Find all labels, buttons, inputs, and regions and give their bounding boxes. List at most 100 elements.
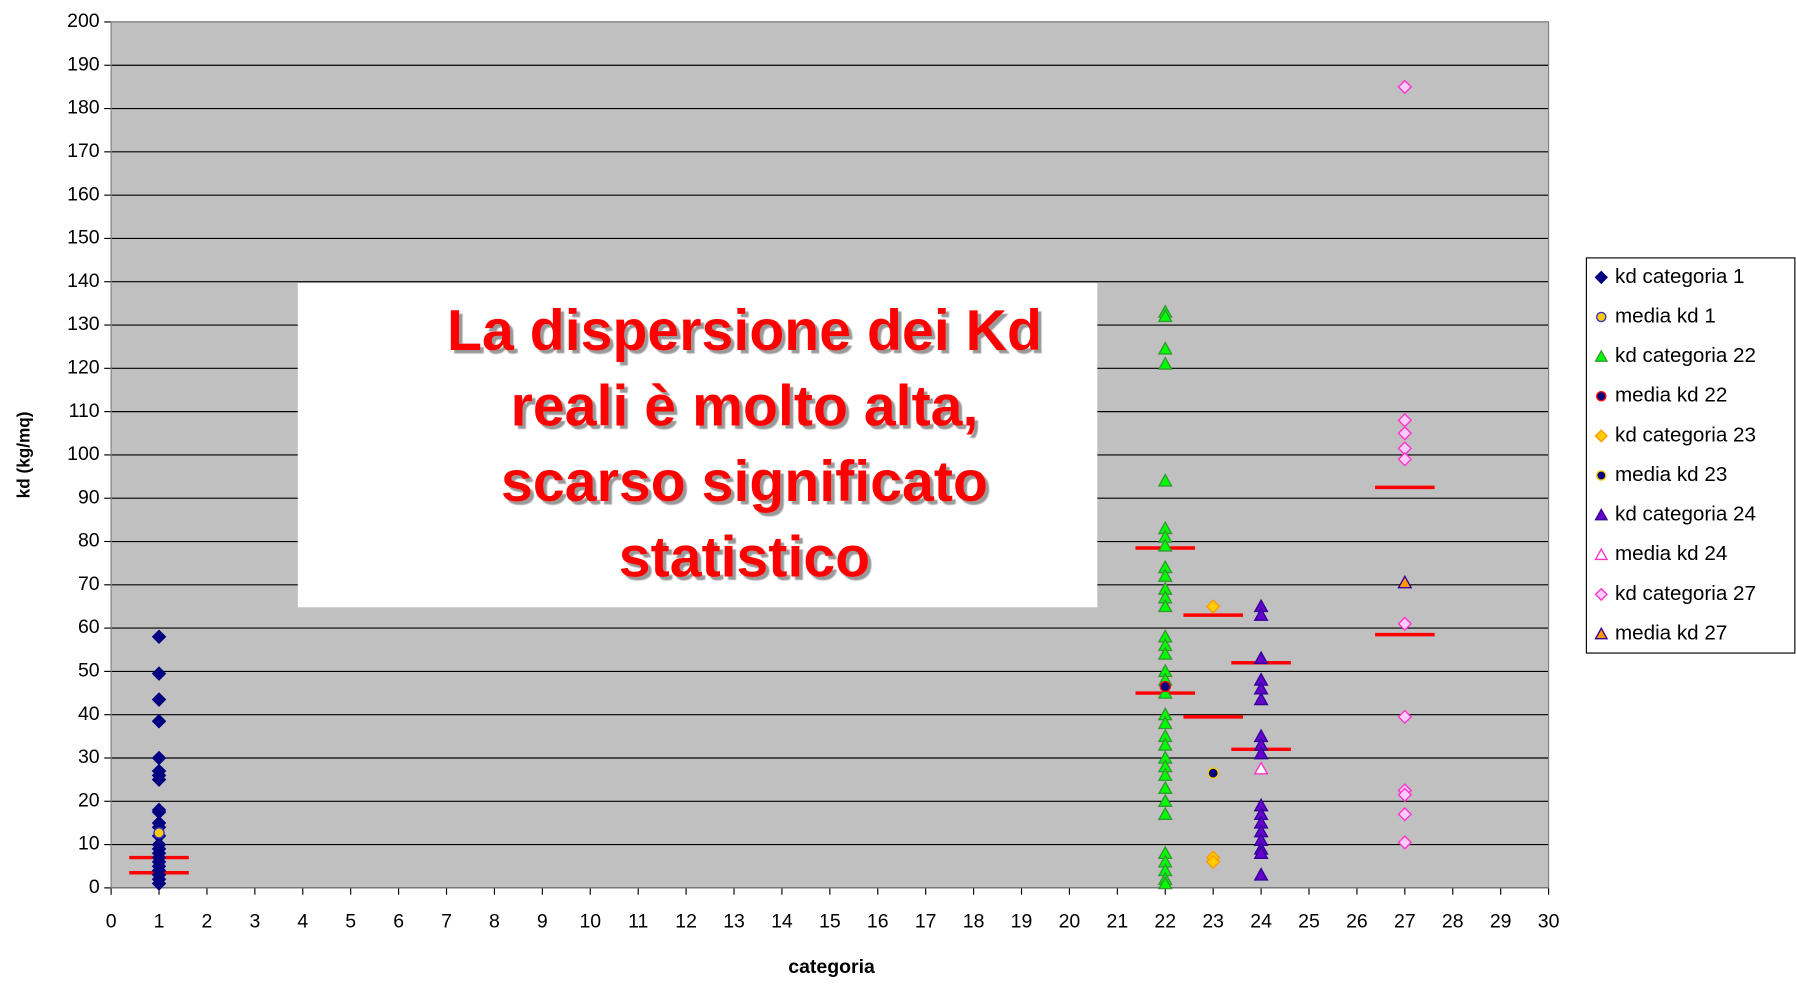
x-tick-label: 2 xyxy=(202,910,213,932)
legend-marker xyxy=(1594,587,1608,602)
x-tick-label: 10 xyxy=(579,910,601,932)
x-tick-label: 28 xyxy=(1442,910,1464,932)
point xyxy=(1397,79,1413,95)
y-tick-label: 0 xyxy=(89,876,100,898)
x-axis-label: categoria xyxy=(788,956,875,978)
point xyxy=(1157,685,1173,699)
point xyxy=(1397,616,1413,632)
point xyxy=(153,827,165,839)
point xyxy=(1157,356,1173,370)
legend-label: kd categoria 23 xyxy=(1615,423,1756,446)
annotation-text: scarso significato xyxy=(501,450,988,514)
legend: kd categoria 1 media kd 1 kd categoria 22 m… xyxy=(1585,257,1796,654)
point xyxy=(1157,793,1173,808)
legend-marker xyxy=(1596,470,1607,481)
legend-label: kd categoria 22 xyxy=(1615,344,1756,367)
point xyxy=(151,629,167,645)
y-tick-label: 100 xyxy=(67,443,100,465)
legend-label: kd categoria 27 xyxy=(1615,582,1756,605)
point xyxy=(1205,854,1221,870)
point xyxy=(1205,599,1221,614)
x-tick-label: 26 xyxy=(1346,910,1368,932)
legend-marker xyxy=(1596,391,1607,402)
point xyxy=(1397,787,1413,803)
point xyxy=(1157,568,1173,582)
point xyxy=(1397,574,1413,589)
legend-label: media kd 27 xyxy=(1615,621,1727,644)
x-tick-label: 30 xyxy=(1538,910,1560,932)
legend-label: kd categoria 1 xyxy=(1615,265,1744,288)
legend-marker xyxy=(1596,311,1607,323)
point xyxy=(1253,691,1269,706)
x-tick-label: 24 xyxy=(1250,910,1272,932)
point xyxy=(1253,650,1269,665)
point xyxy=(151,713,167,729)
point xyxy=(1157,646,1173,660)
x-tick-label: 3 xyxy=(249,910,260,932)
y-tick-label: 110 xyxy=(69,400,100,422)
x-tick-label: 22 xyxy=(1154,910,1176,932)
x-tick-label: 23 xyxy=(1202,910,1224,932)
point xyxy=(1253,761,1269,775)
point xyxy=(1157,715,1173,730)
y-axis-label: kd (kg/mq) xyxy=(14,412,34,499)
x-tick-label: 29 xyxy=(1490,910,1512,932)
x-tick-label: 16 xyxy=(867,910,889,932)
x-tick-label: 1 xyxy=(154,910,165,932)
plot-border xyxy=(110,21,1550,889)
point xyxy=(1157,806,1173,821)
legend-marker xyxy=(1594,547,1609,561)
legend-marker xyxy=(1594,626,1609,640)
legend-label: kd categoria 24 xyxy=(1615,503,1756,526)
point xyxy=(1253,745,1269,760)
legend-label: media kd 22 xyxy=(1615,384,1727,407)
x-tick-label: 17 xyxy=(915,910,937,932)
y-tick-label: 140 xyxy=(67,270,100,292)
point xyxy=(1159,680,1171,693)
point xyxy=(1157,780,1173,795)
legend-box xyxy=(1585,257,1796,654)
x-tick-label: 4 xyxy=(297,910,308,932)
y-tick-label: 50 xyxy=(78,660,100,682)
point xyxy=(1253,607,1269,621)
x-tick-label: 21 xyxy=(1107,910,1129,932)
y-tick-label: 10 xyxy=(78,833,100,855)
point xyxy=(1207,767,1219,779)
annotation-box xyxy=(297,283,1098,608)
point xyxy=(1397,425,1413,441)
y-tick-label: 150 xyxy=(67,227,100,249)
x-tick-label: 12 xyxy=(675,910,697,932)
y-tick-label: 20 xyxy=(78,789,100,811)
point xyxy=(151,772,167,787)
x-tick-label: 18 xyxy=(963,910,985,932)
point xyxy=(1157,308,1173,323)
point xyxy=(1157,737,1173,751)
legend-marker xyxy=(1594,270,1608,285)
point xyxy=(1157,767,1173,782)
y-tick-label: 60 xyxy=(78,616,100,638)
x-tick-label: 6 xyxy=(393,910,404,932)
point xyxy=(1157,598,1173,613)
point xyxy=(151,876,167,891)
y-tick-label: 40 xyxy=(78,703,100,725)
x-tick-label: 15 xyxy=(819,910,841,932)
x-tick-label: 8 xyxy=(489,910,500,932)
y-tick-label: 200 xyxy=(67,10,100,32)
y-tick-label: 160 xyxy=(67,183,100,205)
x-tick-label: 7 xyxy=(441,910,452,932)
point xyxy=(1397,835,1413,850)
point xyxy=(1157,473,1173,487)
legend-marker xyxy=(1594,349,1609,362)
point xyxy=(151,666,167,681)
x-tick-label: 9 xyxy=(537,910,548,932)
point xyxy=(1253,845,1269,859)
legend-label: media kd 24 xyxy=(1615,542,1727,565)
x-tick-label: 5 xyxy=(345,910,356,932)
annotation-text: statistico xyxy=(619,526,870,590)
legend-marker xyxy=(1594,508,1609,521)
point xyxy=(1397,451,1413,467)
y-tick-label: 70 xyxy=(78,573,100,595)
y-tick-label: 120 xyxy=(67,356,100,378)
